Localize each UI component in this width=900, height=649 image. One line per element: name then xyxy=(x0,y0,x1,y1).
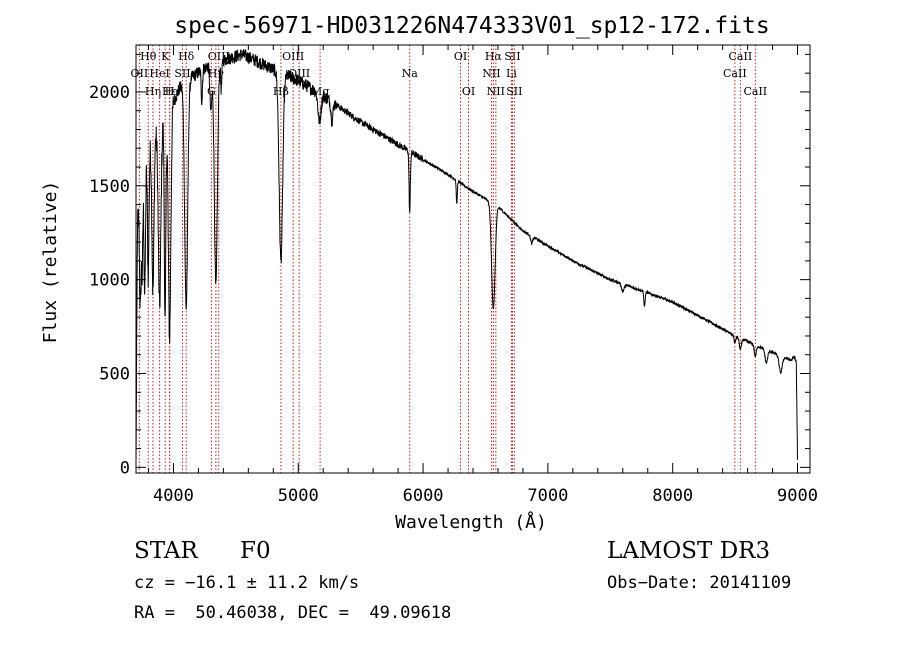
line-marker-label: Hα xyxy=(485,50,503,63)
line-marker-label: SII xyxy=(174,67,190,80)
line-marker-label: H xyxy=(165,85,175,98)
y-tick-label: 500 xyxy=(99,365,130,385)
axes: 4000 5000 6000 7000 8000 9000 0 500 1000 1500 2000 xyxy=(89,45,818,506)
spectrum-series xyxy=(135,49,798,463)
spectrum-line xyxy=(135,49,798,463)
y-axis-label: Flux (relative) xyxy=(40,181,61,344)
line-marker-label: Na xyxy=(402,67,419,80)
line-marker-label: OI xyxy=(454,50,467,63)
line-marker-label: Hθ xyxy=(140,50,157,63)
x-tick-label: 8000 xyxy=(652,486,693,506)
line-marker-label: Hη xyxy=(145,85,161,98)
x-tick-label: 9000 xyxy=(777,486,818,506)
y-tick-label: 1000 xyxy=(89,271,130,291)
x-tick-label: 7000 xyxy=(527,486,568,506)
line-marker-label: Hδ xyxy=(178,50,195,63)
survey-name: LAMOST DR3 xyxy=(607,538,771,564)
chart-title: spec-56971-HD031226N474333V01_sp12-172.f… xyxy=(174,13,769,39)
y-tick-label: 2000 xyxy=(89,83,130,103)
x-tick-label: 4000 xyxy=(153,486,194,506)
plot-frame xyxy=(135,44,811,474)
line-marker-label: K xyxy=(161,50,170,63)
line-marker-label: NII xyxy=(487,85,505,98)
line-marker-label: NII xyxy=(482,67,500,80)
line-marker-label: SII xyxy=(506,85,522,98)
object-class: STAR xyxy=(134,538,198,564)
x-axis-label: Wavelength (Å) xyxy=(395,511,547,533)
obs-date: Obs−Date: 20141109 xyxy=(607,573,792,593)
y-tick-label: 1500 xyxy=(89,177,130,197)
line-marker-label: HeI xyxy=(149,67,169,80)
line-marker-label: G xyxy=(207,85,216,98)
spectral-subclass: F0 xyxy=(240,538,271,564)
line-marker-label: OIII xyxy=(282,50,304,63)
line-marker-label: Li xyxy=(506,67,517,80)
line-marker-label: CaII xyxy=(723,67,747,80)
line-marker-label: CaII xyxy=(743,85,767,98)
x-tick-label: 6000 xyxy=(403,486,444,506)
coordinates: RA = 50.46038, DEC = 49.09618 xyxy=(134,603,452,623)
line-marker-label: OI xyxy=(462,85,475,98)
line-marker-label: CaII xyxy=(729,50,753,63)
line-marker-label: SII xyxy=(504,50,520,63)
line-marker-label: Hβ xyxy=(273,85,289,98)
y-tick-label: 0 xyxy=(120,458,130,478)
redshift-info: cz = −16.1 ± 11.2 km/s xyxy=(134,573,360,593)
x-tick-label: 5000 xyxy=(278,486,319,506)
